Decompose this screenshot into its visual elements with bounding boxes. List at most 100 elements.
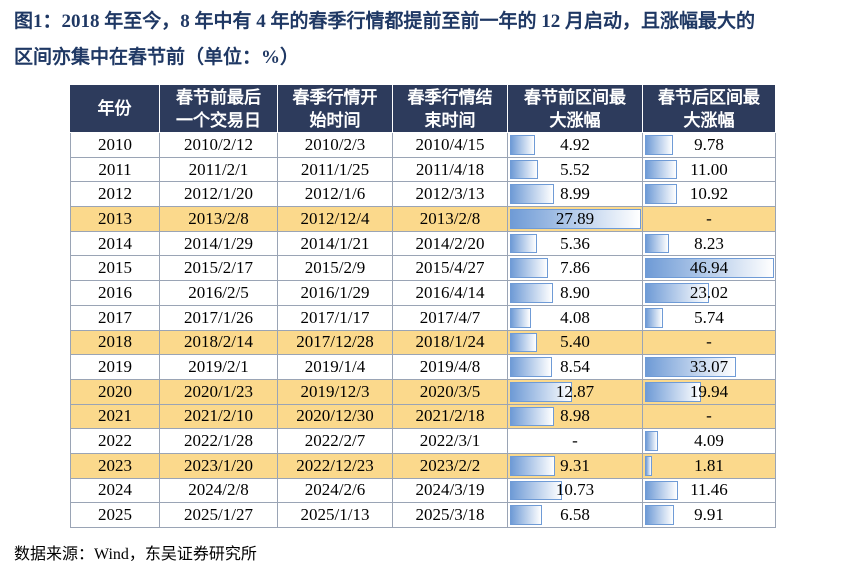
table-cell: 2013/2/8	[160, 207, 278, 232]
cell-text: 2010/2/12	[184, 134, 253, 154]
table-cell: 2020/3/5	[393, 379, 508, 405]
cell-text: 4.92	[560, 134, 590, 154]
table-cell: 1.81	[643, 453, 776, 479]
cell-text: 10.92	[689, 184, 729, 204]
cell-text: 2015/2/17	[184, 258, 253, 278]
cell-text: 2022/12/23	[296, 455, 374, 475]
table-cell: 2017	[70, 305, 160, 331]
data-bar	[645, 184, 677, 205]
cell-text: -	[572, 431, 578, 451]
table-cell: 2013/2/8	[393, 207, 508, 232]
cell-text: 2019/1/4	[304, 357, 366, 377]
data-bar	[645, 233, 670, 254]
cell-text: 2013/2/8	[419, 208, 481, 228]
table-cell: 2015	[70, 256, 160, 282]
table-cell: 8.23	[643, 231, 776, 257]
cell-text: 2021/2/10	[184, 406, 253, 426]
cell-text: 27.89	[555, 208, 595, 228]
cell-text: 23.02	[689, 282, 729, 302]
table-cell: 2020/12/30	[278, 404, 393, 430]
data-bar	[510, 480, 562, 501]
cell-text: 2010/2/3	[304, 134, 366, 154]
table-cell: 2021	[70, 404, 160, 430]
cell-text: 5.40	[560, 332, 590, 352]
cell-text: 8.98	[560, 406, 590, 426]
table-cell: 9.78	[643, 133, 776, 158]
cell-text: 4.08	[560, 307, 590, 327]
cell-text: 2013/2/8	[188, 208, 249, 228]
table-cell: 2012/1/6	[278, 182, 393, 208]
cell-text: 5.36	[560, 233, 590, 253]
table-cell: 33.07	[643, 355, 776, 380]
cell-text: 2018/2/14	[184, 332, 253, 352]
table-cell: 2022/3/1	[393, 429, 508, 454]
data-bar	[645, 258, 774, 279]
cell-text: 2025/3/18	[415, 505, 485, 525]
data-bar	[510, 332, 537, 353]
table-cell: 12.87	[508, 379, 643, 405]
table-cell: 2022/12/23	[278, 453, 393, 479]
cell-text: 2016/4/14	[415, 282, 485, 302]
cell-text: 2020	[98, 381, 132, 401]
data-bar	[510, 357, 552, 377]
data-bar	[645, 283, 710, 303]
table-cell: 2019/1/4	[278, 355, 393, 380]
table-cell: 10.92	[643, 182, 776, 208]
table-cell: 2019/12/3	[278, 379, 393, 405]
data-bar	[510, 455, 556, 476]
cell-text: 5.74	[694, 307, 724, 327]
cell-text: 2012/1/20	[184, 184, 253, 204]
table-cell: 4.09	[643, 429, 776, 454]
cell-text: 8.90	[560, 282, 590, 302]
table-cell: 6.58	[508, 503, 643, 528]
table-cell: 2015/2/17	[160, 256, 278, 282]
cell-text: 2017	[98, 307, 132, 327]
data-bar	[510, 505, 543, 525]
table-cell: 2016	[70, 281, 160, 306]
cell-text: 2024	[98, 480, 132, 500]
cell-text: 2021	[98, 406, 132, 426]
table-cell: -	[643, 404, 776, 430]
table-cell: 8.54	[508, 355, 643, 380]
table-cell: 2017/1/26	[160, 305, 278, 331]
cell-text: 2018	[98, 332, 132, 352]
cell-text: 11.46	[690, 480, 728, 500]
table-cell: 5.52	[508, 157, 643, 183]
table-cell: 2018/1/24	[393, 330, 508, 356]
table-cell: 2023/1/20	[160, 453, 278, 479]
table-cell: 5.36	[508, 231, 643, 257]
cell-text: 12.87	[555, 381, 595, 401]
cell-text: 2012/12/4	[300, 208, 370, 228]
cell-text: 2022/3/1	[419, 431, 481, 451]
table-cell: 2022/1/28	[160, 429, 278, 454]
data-bar	[510, 135, 535, 155]
header-cell: 春节前区间最大涨幅	[508, 85, 643, 133]
cell-text: 2019/2/1	[188, 357, 249, 377]
table-cell: 2014	[70, 231, 160, 257]
table-cell: 2018/2/14	[160, 330, 278, 356]
cell-text: 10.73	[555, 480, 595, 500]
cell-text: 2019/12/3	[300, 381, 370, 401]
cell-text: 2017/4/7	[419, 307, 481, 327]
table-cell: 2019	[70, 355, 160, 380]
table-cell: 2012/1/20	[160, 182, 278, 208]
header-cell: 春节前最后一个交易日	[160, 85, 278, 133]
cell-text: 2023/2/2	[419, 455, 481, 475]
header-cell: 春季行情开始时间	[278, 85, 393, 133]
table-cell: 2010	[70, 133, 160, 158]
cell-text: 2012	[98, 184, 132, 204]
table-cell: 8.99	[508, 182, 643, 208]
table-cell: 2022/2/7	[278, 429, 393, 454]
title: 图1：2018 年至今，8 年中有 4 年的春季行情都提前至前一年的 12 月启…	[14, 11, 756, 32]
cell-text: 2019/4/8	[419, 357, 481, 377]
table-cell: 2017/12/28	[278, 330, 393, 356]
table-cell: -	[508, 429, 643, 454]
data-bar	[645, 431, 659, 451]
table-cell: 2024	[70, 478, 160, 504]
cell-text: 6.58	[560, 505, 590, 525]
table-cell: 2017/1/17	[278, 305, 393, 331]
source-note: 数据来源：Wind，东吴证券研究所	[14, 546, 257, 563]
data-bar	[645, 480, 678, 501]
table-cell: 2020/1/23	[160, 379, 278, 405]
cell-text: 2024/2/6	[304, 480, 366, 500]
